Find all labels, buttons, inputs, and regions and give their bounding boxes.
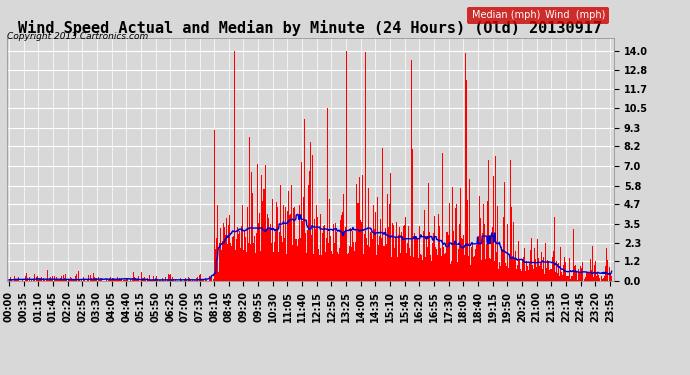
Legend: Median (mph), Wind  (mph): Median (mph), Wind (mph)	[467, 7, 609, 24]
Text: Copyright 2013 Cartronics.com: Copyright 2013 Cartronics.com	[7, 32, 148, 41]
Title: Wind Speed Actual and Median by Minute (24 Hours) (Old) 20130917: Wind Speed Actual and Median by Minute (…	[19, 20, 602, 36]
